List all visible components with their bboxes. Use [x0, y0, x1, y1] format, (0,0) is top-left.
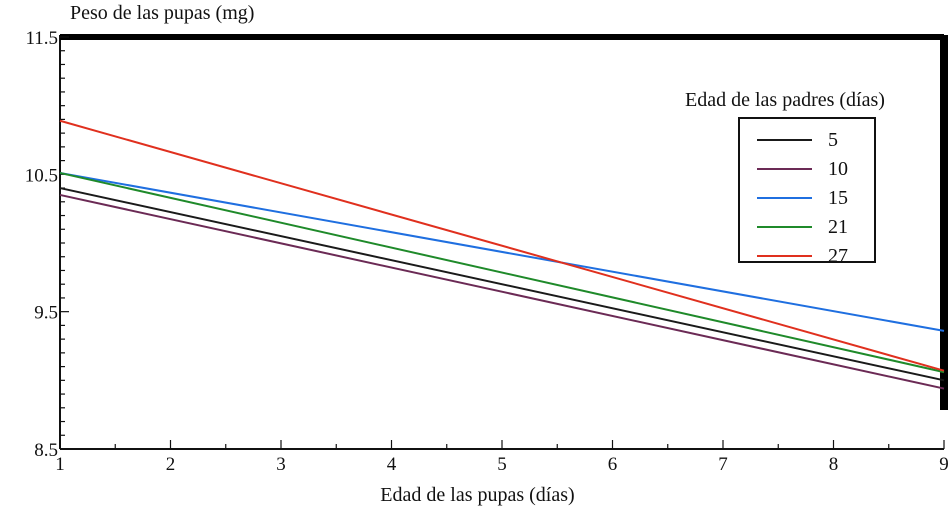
y-axis-ticks: 8.5 9.5 10.5 11.5 [25, 28, 69, 461]
legend-label-5: 5 [828, 129, 838, 151]
legend-box [738, 117, 876, 263]
series-line-27 [59, 119, 945, 372]
y-tick-label: 9.5 [34, 303, 58, 324]
x-axis-ticks: 1 2 3 4 5 6 7 8 9 [55, 440, 949, 475]
series-line-15 [59, 171, 945, 332]
legend-items: 5 10 15 21 27 [757, 129, 848, 267]
x-tick-label: 8 [829, 454, 839, 475]
series-line-21 [59, 171, 945, 374]
legend-label-10: 10 [828, 158, 848, 180]
x-tick-label: 7 [718, 454, 728, 475]
x-tick-label: 9 [939, 454, 949, 475]
x-tick-label: 3 [276, 454, 286, 475]
y-tick-label: 10.5 [25, 165, 58, 186]
series-lines [59, 119, 945, 390]
x-axis-label: Edad de las pupas (días) [380, 484, 575, 506]
legend: Edad de las padres (días) 5 10 15 21 27 [685, 89, 885, 267]
y-axis-label: Peso de las pupas (mg) [70, 2, 255, 24]
legend-label-15: 15 [828, 187, 848, 209]
y-tick-label: 8.5 [34, 440, 58, 461]
legend-title: Edad de las padres (días) [685, 89, 885, 111]
x-tick-label: 4 [387, 454, 397, 475]
legend-label-21: 21 [828, 216, 848, 238]
x-tick-label: 5 [497, 454, 507, 475]
x-tick-label: 6 [608, 454, 618, 475]
x-tick-label: 1 [55, 454, 65, 475]
legend-label-27: 27 [828, 245, 848, 267]
y-tick-label: 11.5 [25, 28, 58, 49]
x-tick-label: 2 [166, 454, 176, 475]
series-line-5 [59, 187, 945, 382]
series-line-10 [59, 193, 945, 390]
